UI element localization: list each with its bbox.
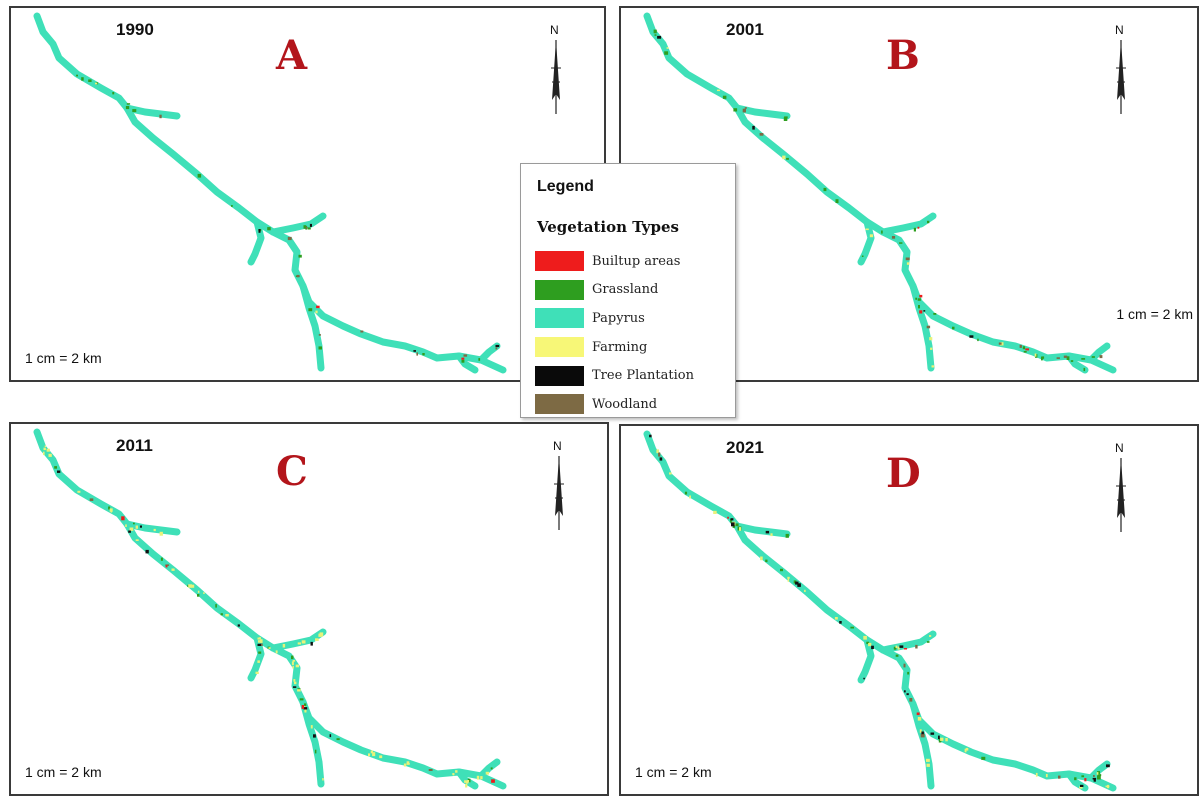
north-arrow-icon: [551, 40, 561, 114]
north-label: N: [1115, 23, 1124, 37]
river-wetland-map: [33, 428, 507, 790]
panel-letter: C: [276, 448, 308, 495]
legend-swatch: [535, 251, 584, 272]
map-scale: 1 cm = 2 km: [635, 764, 712, 780]
north-arrow-group: N: [1113, 24, 1129, 116]
legend-swatch: [535, 308, 584, 329]
legend: Legend Vegetation Types Builtup areas Gr…: [520, 163, 736, 418]
legend-label: Tree Plantation: [592, 368, 694, 384]
north-arrow-group: N: [1113, 442, 1129, 534]
legend-item-tree-plantation: Tree Plantation: [535, 361, 694, 390]
map-scale: 1 cm = 2 km: [25, 764, 102, 780]
north-label: N: [1115, 441, 1124, 455]
legend-label: Woodland: [592, 396, 658, 412]
legend-label: Builtup areas: [592, 253, 681, 269]
north-arrow-group: N: [551, 440, 567, 532]
north-arrow-icon: [1116, 40, 1126, 114]
legend-swatch: [535, 394, 584, 415]
river-wetland-map: [643, 430, 1117, 792]
north-label: N: [553, 439, 562, 453]
north-arrow-icon: [554, 456, 564, 530]
legend-item-builtup: Builtup areas: [535, 247, 694, 276]
map-year: 2021: [726, 438, 764, 457]
legend-swatch: [535, 365, 584, 386]
map-scale: 1 cm = 2 km: [1116, 306, 1193, 322]
north-label: N: [550, 23, 559, 37]
panel-letter: B: [886, 32, 920, 79]
river-wetland-map: [33, 12, 507, 374]
legend-label: Grassland: [592, 282, 659, 298]
map-panel-a: 1990 A N 1 cm = 2 km: [9, 6, 606, 382]
legend-label: Farming: [592, 339, 648, 355]
north-arrow-group: N: [548, 24, 564, 116]
map-scale: 1 cm = 2 km: [25, 350, 102, 366]
legend-item-grassland: Grassland: [535, 276, 694, 305]
legend-item-woodland: Woodland: [535, 390, 694, 419]
map-panel-c: 2011 C N 1 cm = 2 km: [9, 422, 609, 796]
legend-item-farming: Farming: [535, 333, 694, 362]
legend-item-papyrus: Papyrus: [535, 304, 694, 333]
map-year: 2011: [116, 436, 153, 455]
panel-letter: A: [276, 32, 308, 79]
legend-items: Builtup areas Grassland Papyrus Farming …: [535, 247, 694, 419]
north-arrow-icon: [1116, 458, 1126, 532]
legend-subtitle: Vegetation Types: [537, 218, 679, 236]
map-panel-d: 2021 D N 1 cm = 2 km: [619, 424, 1199, 796]
legend-swatch: [535, 279, 584, 300]
panel-letter: D: [886, 450, 921, 497]
river-wetland-map: [643, 12, 1117, 374]
map-year: 1990: [116, 20, 154, 39]
map-year: 2001: [726, 20, 764, 39]
legend-title: Legend: [537, 178, 594, 195]
legend-label: Papyrus: [592, 310, 645, 326]
legend-swatch: [535, 337, 584, 358]
